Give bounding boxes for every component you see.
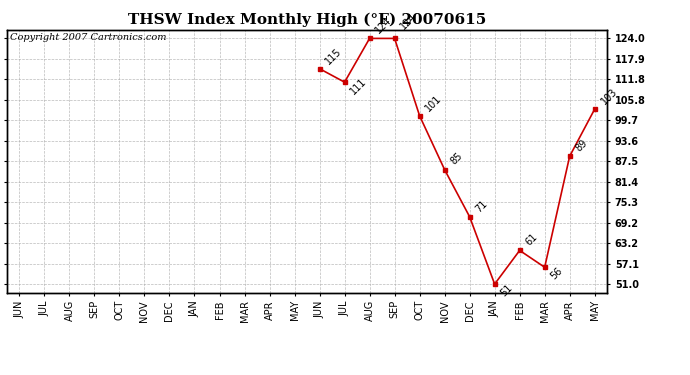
Text: 71: 71 [474, 198, 490, 214]
Text: 85: 85 [448, 151, 464, 167]
Text: 111: 111 [348, 76, 368, 96]
Text: Copyright 2007 Cartronics.com: Copyright 2007 Cartronics.com [10, 33, 166, 42]
Text: 124: 124 [374, 15, 394, 36]
Text: 51: 51 [499, 282, 515, 298]
Title: THSW Index Monthly High (°F) 20070615: THSW Index Monthly High (°F) 20070615 [128, 13, 486, 27]
Text: 89: 89 [574, 138, 589, 153]
Text: 61: 61 [524, 232, 540, 248]
Text: 56: 56 [549, 266, 564, 281]
Text: 103: 103 [599, 86, 619, 106]
Text: 124: 124 [399, 11, 419, 32]
Text: 115: 115 [324, 46, 344, 66]
Text: 101: 101 [424, 93, 444, 113]
